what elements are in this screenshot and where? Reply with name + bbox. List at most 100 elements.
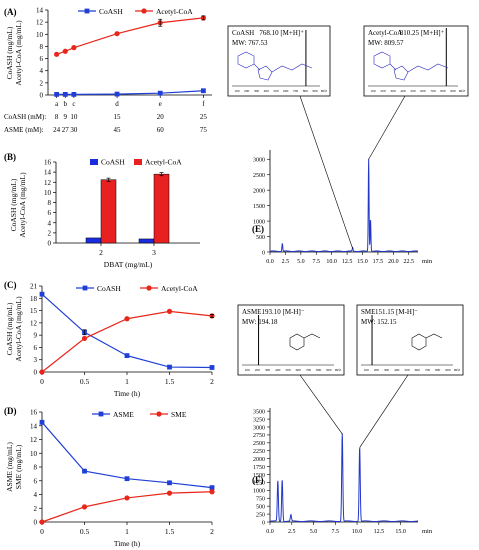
panel-b-legend-swatch-coash (90, 159, 98, 165)
panel-a-category-label: a (55, 100, 59, 108)
panel-a-ytick-label: 14 (36, 7, 44, 15)
panel-a-point (114, 31, 120, 37)
panel-c-point (81, 335, 88, 342)
panel-e-xtick-label: 20.0 (388, 259, 399, 265)
panel-c-point (209, 365, 215, 370)
panel-b-xlabel: DBAT (mg/mL) (104, 260, 153, 269)
panel-a-ylabel-line: Acetyl-CoA (mg/mL) (14, 20, 23, 86)
inset-sme-ion: 151.15 [M-H]⁻ (375, 308, 418, 316)
panel-e-xtick-label: 12.5 (342, 259, 353, 265)
panel-label-f: (F) (252, 475, 264, 485)
panel-a-ytick-label: 2 (40, 79, 44, 87)
inset-coash-box (227, 25, 331, 97)
panel-a-legend-coash-label: CoASH (99, 7, 123, 16)
inset-acetyl-coa-chain (407, 63, 449, 73)
inset-acetyl-coa-box (363, 25, 469, 97)
connector-sme (359, 374, 409, 448)
panel-f-ytick-label: 2250 (253, 449, 265, 455)
inset-coash-xaxis-label: m/z (321, 88, 327, 93)
inset-sme-structure-ester (425, 333, 443, 339)
panel-label-a: (A) (4, 7, 17, 17)
panel-a-table-row-label: ASME (mM): (4, 126, 44, 134)
panel-c-xtick-label: 1 (125, 377, 129, 386)
panel-d-ytick-label: 4 (34, 491, 38, 499)
connector-asme (299, 374, 343, 435)
panel-a-ytick-label: 4 (40, 67, 44, 75)
panel-e-xtick-label: 0.0 (266, 259, 274, 265)
panel-f-ytick-label: 1500 (253, 473, 265, 479)
inset-coash-tick-label: 600 (283, 89, 289, 93)
inset-coash-tick-label: 900 (312, 89, 318, 93)
inset-asme-box (237, 304, 345, 376)
panel-d-point (209, 485, 215, 491)
panel-a-point (200, 88, 206, 94)
inset-sme-tick-label: 900 (445, 368, 451, 372)
panel-c-legend-0-marker (82, 285, 88, 291)
panel-c-ytick-label: 0 (34, 369, 38, 377)
panel-f-trace (269, 433, 419, 523)
panel-a-table-cell: 60 (157, 126, 165, 134)
inset-sme-xaxis-label: m/z (454, 367, 460, 372)
panel-a-point (62, 48, 68, 54)
panel-a-legend-acetyl-marker (141, 8, 147, 14)
panel-c-point (124, 353, 130, 359)
panel-d-legend-0-marker (98, 411, 104, 417)
panel-e-xtick-label: 15.0 (357, 259, 368, 265)
panel-f-xtick-label: 2.5 (288, 529, 296, 535)
panel-b-ytick-label: 10 (44, 189, 52, 197)
inset-acetyl-coa-tick-label: 800 (440, 89, 446, 93)
panel-label-b: (B) (4, 152, 16, 162)
inset-coash-tick-label: 100 (234, 89, 240, 93)
panel-f-ytick-label: 2750 (253, 433, 265, 439)
panel-f-xtick-label: 10.0 (352, 529, 363, 535)
panel-a-point (54, 51, 60, 57)
panel-d-xlabel: Time (h) (114, 539, 141, 548)
panel-c-ytick-label: 9 (34, 332, 38, 340)
inset-sme-tick-label: 800 (435, 368, 441, 372)
panel-b-ytick-label: 12 (44, 179, 52, 187)
panel-e-ytick-label: 1500 (253, 204, 265, 210)
panel-d-ytick-label: 0 (34, 519, 38, 527)
inset-asme-mw: MW: 194.18 (242, 318, 278, 326)
panel-c-legend-1-marker (146, 285, 152, 291)
panel-a-table-cell: 45 (114, 126, 122, 134)
inset-acetyl-coa-tick-label: 200 (380, 89, 386, 93)
inset-coash-tick-label: 700 (293, 89, 299, 93)
panel-d-ylabel-line: ASME (mg/mL) (5, 442, 14, 492)
inset-coash-ring (257, 65, 273, 81)
panel-a-table-row-label: CoASH (mM): (4, 113, 46, 121)
panel-d-point (81, 504, 88, 510)
panel-c-ytick-label: 18 (30, 295, 38, 303)
panel-f-ytick-label: 3000 (253, 425, 265, 431)
panel-c-xtick-label: 0 (40, 377, 44, 386)
panel-a-table-cell: 8 (55, 113, 59, 121)
panel-c-ylabel: CoASH (mg/mL)Acetyl-CoA (mg/mL) (5, 296, 23, 362)
panel-e-ytick-label: 2000 (253, 188, 265, 194)
panel-c-xtick-label: 0.5 (80, 377, 90, 386)
inset-sme-tick-label: 500 (404, 368, 410, 372)
panel-b-ylabel-line: CoASH (mg/mL) (9, 178, 18, 231)
inset-acetyl-coa-tick-label: 500 (410, 89, 416, 93)
panel-d-legend-0-label: ASME (113, 410, 134, 419)
panel-d-point (167, 480, 172, 486)
inset-asme-tick-label: 600 (296, 368, 302, 372)
panel-a-point (157, 90, 163, 96)
panel-b-ytick-label: 14 (44, 169, 52, 177)
panel-d-ylabel-line: SME (mg/mL) (14, 444, 23, 489)
panel-a-point (114, 91, 120, 97)
panel-c-ytick-label: 21 (30, 283, 38, 291)
panel-c-ylabel-line: Acetyl-CoA (mg/mL) (14, 296, 23, 362)
panel-c-ytick-label: 6 (34, 344, 38, 352)
inset-sme-tick-label: 600 (415, 368, 421, 372)
inset-asme-compound: ASME (242, 308, 261, 316)
inset-coash-compound: CoASH (232, 29, 254, 37)
panel-c-legend-0-label: CoASH (97, 284, 121, 293)
panel-a-point (54, 91, 60, 97)
connector-acetyl-coa (368, 95, 406, 160)
panel-c-ytick-label: 12 (30, 319, 38, 327)
panel-b-legend-swatch-acetyl (134, 159, 142, 165)
panel-e-xtick-label: 17.5 (373, 259, 384, 265)
panel-c-ytick-label: 3 (34, 356, 38, 364)
